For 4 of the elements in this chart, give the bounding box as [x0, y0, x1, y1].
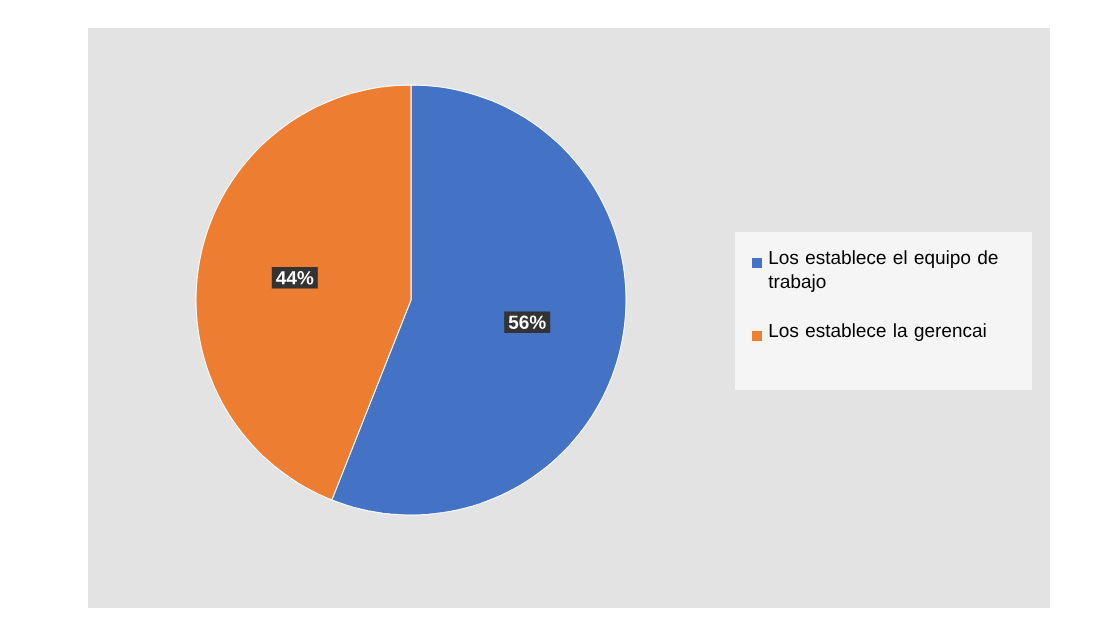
- legend-label: Los establece el equipo de trabajo: [768, 250, 998, 292]
- data-label: 44%: [276, 271, 314, 285]
- data-label: 56%: [508, 315, 546, 329]
- legend-label: Los establece la gerencai: [769, 323, 986, 341]
